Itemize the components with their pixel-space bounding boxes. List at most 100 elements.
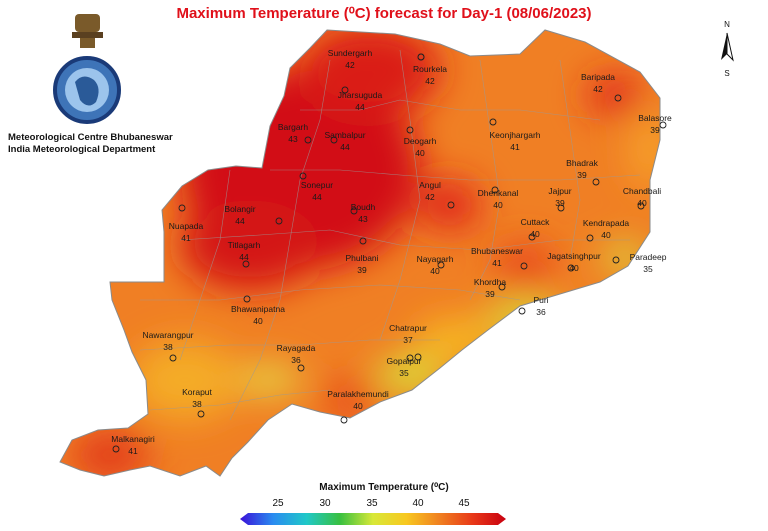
station-name: Gopalpur [387, 356, 422, 366]
station-paralakhemundi: Paralakhemundi 40 [327, 389, 389, 424]
station-name: Nuapada [169, 221, 204, 231]
station-name: Nayagarh [417, 254, 454, 264]
station-marker-icon [197, 410, 205, 418]
station-marker-icon [592, 178, 600, 186]
station-name: Koraput [182, 387, 212, 397]
station-name: Jharsuguda [338, 90, 383, 100]
station-marker-icon [567, 264, 575, 272]
station-sambalpur: Sambalpur 44 [324, 130, 365, 152]
station-temp: 40 [637, 198, 647, 208]
station-bargarh: Bargarh 43 [278, 122, 312, 144]
station-name: Sonepur [301, 180, 333, 190]
imd-emblem-icon [53, 14, 121, 124]
station-marker-icon [299, 172, 307, 180]
station-marker-icon [586, 234, 594, 242]
station-nawarangpur: Nawarangpur 38 [142, 330, 194, 362]
station-rayagada: Rayagada 36 [277, 343, 316, 372]
station-temp: 44 [312, 192, 322, 202]
station-temp: 41 [510, 142, 520, 152]
station-name: Jajpur [548, 186, 571, 196]
station-name: Cuttack [521, 217, 551, 227]
station-jharsuguda: Jharsuguda 44 [338, 86, 383, 112]
station-chandbali: Chandbali 40 [623, 186, 661, 210]
station-name: Kendrapada [583, 218, 630, 228]
station-name: Angul [419, 180, 441, 190]
station-khordha: Khordha 39 [474, 277, 506, 299]
station-temp: 40 [530, 229, 540, 239]
station-temp: 40 [430, 266, 440, 276]
station-name: Paralakhemundi [327, 389, 389, 399]
station-name: Baripada [581, 72, 615, 82]
station-temp: 39 [485, 289, 495, 299]
station-temp: 39 [555, 198, 565, 208]
station-marker-icon [330, 136, 338, 144]
station-phulbani: Phulbani 39 [345, 237, 379, 275]
station-name: Bhawanipatna [231, 304, 285, 314]
station-temp: 42 [345, 60, 355, 70]
station-temp: 44 [340, 142, 350, 152]
station-nayagarh: Nayagarh 40 [417, 254, 454, 276]
district-boundaries [139, 49, 641, 421]
station-jagatsinghpur: Jagatsinghpur 40 [547, 251, 601, 273]
station-keonjhargarh: Keonjhargarh 41 [489, 118, 541, 152]
station-marker-icon [350, 207, 358, 215]
station-temp: 40 [601, 230, 611, 240]
station-marker-icon [489, 118, 497, 126]
station-marker-icon [406, 126, 414, 134]
station-paradeep: Paradeep 35 [612, 252, 667, 274]
station-marker-icon [359, 237, 367, 245]
station-temp: 40 [569, 263, 579, 273]
legend-tick: 45 [458, 498, 470, 509]
state-boundary [59, 29, 661, 477]
station-temp: 44 [355, 102, 365, 112]
station-balasore: Balasore 39 [638, 113, 672, 135]
station-marker-icon [498, 283, 506, 291]
station-marker-icon [520, 262, 528, 270]
station-temp: 44 [235, 216, 245, 226]
station-name: Phulbani [345, 253, 378, 263]
station-layer: Sundergarh 42 Rourkela 42 Jharsuguda 44 Baripa… [111, 48, 672, 456]
station-deogarh: Deogarh 40 [404, 126, 437, 158]
organization-line2: India Meteorological Department [8, 144, 156, 155]
station-name: Bhubaneswar [471, 246, 523, 256]
station-angul: Angul 42 [419, 180, 455, 209]
station-gopalpur: Gopalpur 35 [387, 354, 422, 378]
station-temp: 43 [288, 134, 298, 144]
station-marker-icon [659, 121, 667, 129]
station-name: Bolangir [224, 204, 255, 214]
station-temp: 40 [493, 200, 503, 210]
station-baripada: Baripada 42 [581, 72, 622, 102]
station-name: Chandbali [623, 186, 661, 196]
station-name: Titlagarh [228, 240, 261, 250]
organization-block: Meteorological Centre Bhubaneswar India … [8, 132, 173, 156]
station-temp: 42 [593, 84, 603, 94]
station-temp: 42 [425, 76, 435, 86]
station-marker-icon [528, 233, 536, 241]
station-name: Boudh [351, 202, 376, 212]
station-name: Dhenkanal [478, 188, 519, 198]
station-temp: 35 [399, 368, 409, 378]
legend-colorbar [240, 513, 506, 525]
station-temp: 40 [415, 148, 425, 158]
station-marker-icon [341, 86, 349, 94]
station-name: Bhadrak [566, 158, 598, 168]
station-name: Deogarh [404, 136, 437, 146]
station-marker-icon [447, 201, 455, 209]
station-marker-icon [340, 416, 348, 424]
station-marker-icon [518, 307, 526, 315]
station-name: Chatrapur [389, 323, 427, 333]
station-name: Keonjhargarh [489, 130, 540, 140]
station-bhubaneswar: Bhubaneswar 41 [471, 246, 528, 270]
station-name: Rayagada [277, 343, 316, 353]
station-temp: 41 [128, 446, 138, 456]
station-dhenkanal: Dhenkanal 40 [478, 186, 519, 210]
station-marker-icon [437, 261, 445, 269]
station-marker-icon [304, 136, 312, 144]
station-bhawanipatna: Bhawanipatna 40 [231, 295, 285, 326]
station-titlagarh: Titlagarh 44 [228, 240, 261, 268]
station-temp: 42 [425, 192, 435, 202]
legend-tick: 30 [319, 498, 331, 509]
station-marker-icon [557, 204, 565, 212]
station-boudh: Boudh 43 [350, 202, 376, 224]
